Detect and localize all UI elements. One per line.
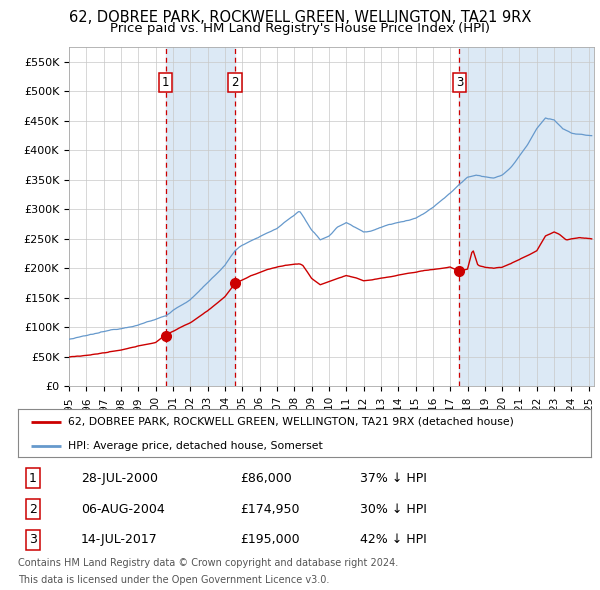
Text: This data is licensed under the Open Government Licence v3.0.: This data is licensed under the Open Gov… xyxy=(18,575,329,585)
Text: 1: 1 xyxy=(162,76,169,89)
Text: 14-JUL-2017: 14-JUL-2017 xyxy=(81,533,158,546)
Text: £195,000: £195,000 xyxy=(240,533,299,546)
Text: HPI: Average price, detached house, Somerset: HPI: Average price, detached house, Some… xyxy=(68,441,323,451)
Text: 42% ↓ HPI: 42% ↓ HPI xyxy=(360,533,427,546)
Text: Contains HM Land Registry data © Crown copyright and database right 2024.: Contains HM Land Registry data © Crown c… xyxy=(18,558,398,568)
Text: 3: 3 xyxy=(29,533,37,546)
Text: 06-AUG-2004: 06-AUG-2004 xyxy=(81,503,165,516)
Text: Price paid vs. HM Land Registry's House Price Index (HPI): Price paid vs. HM Land Registry's House … xyxy=(110,22,490,35)
Text: £174,950: £174,950 xyxy=(240,503,299,516)
Text: 2: 2 xyxy=(29,503,37,516)
Text: £86,000: £86,000 xyxy=(240,472,292,485)
Text: 62, DOBREE PARK, ROCKWELL GREEN, WELLINGTON, TA21 9RX: 62, DOBREE PARK, ROCKWELL GREEN, WELLING… xyxy=(69,10,531,25)
Text: 37% ↓ HPI: 37% ↓ HPI xyxy=(360,472,427,485)
Text: 3: 3 xyxy=(455,76,463,89)
Bar xyxy=(460,47,594,386)
Text: 28-JUL-2000: 28-JUL-2000 xyxy=(81,472,158,485)
Text: 1: 1 xyxy=(29,472,37,485)
Text: 62, DOBREE PARK, ROCKWELL GREEN, WELLINGTON, TA21 9RX (detached house): 62, DOBREE PARK, ROCKWELL GREEN, WELLING… xyxy=(68,417,514,427)
Text: 30% ↓ HPI: 30% ↓ HPI xyxy=(360,503,427,516)
Bar xyxy=(166,47,235,386)
Text: 2: 2 xyxy=(232,76,239,89)
